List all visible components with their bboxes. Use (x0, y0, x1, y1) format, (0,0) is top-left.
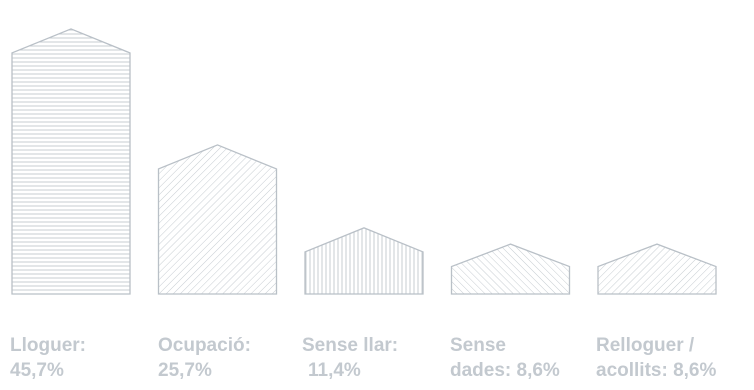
label-line-2: dades: 8,6% (450, 360, 560, 381)
category-label-lloguer: Lloguer: 45,7% (10, 333, 86, 383)
house-bar-chart (11, 28, 717, 295)
bar-sense-dades (450, 243, 571, 295)
label-line-1: Lloguer: (10, 335, 86, 356)
label-line-1: Sense (450, 335, 506, 356)
category-label-sense-llar: Sense llar: 11,4% (302, 333, 398, 383)
label-line-1: Sense llar: (302, 335, 399, 356)
label-line-2: 45,7% (10, 360, 64, 381)
category-label-sense-dades: Sense dades: 8,6% (450, 333, 560, 383)
category-label-relloguer-acollits: Relloguer / acollits: 8,6% (596, 333, 716, 383)
bar-relloguer-acollits (597, 243, 717, 295)
label-line-1: Relloguer / (596, 335, 695, 356)
label-line-1: Ocupació: (158, 335, 251, 356)
label-line-2: 11,4% (308, 360, 361, 381)
label-line-2: acollits: 8,6% (596, 360, 717, 381)
label-line-2: 25,7% (158, 360, 212, 381)
bar-sense-llar (304, 227, 424, 295)
bar-ocupaci (157, 144, 278, 295)
category-label-ocupacio: Ocupació: 25,7% (158, 333, 251, 383)
bar-lloguer (11, 28, 131, 295)
